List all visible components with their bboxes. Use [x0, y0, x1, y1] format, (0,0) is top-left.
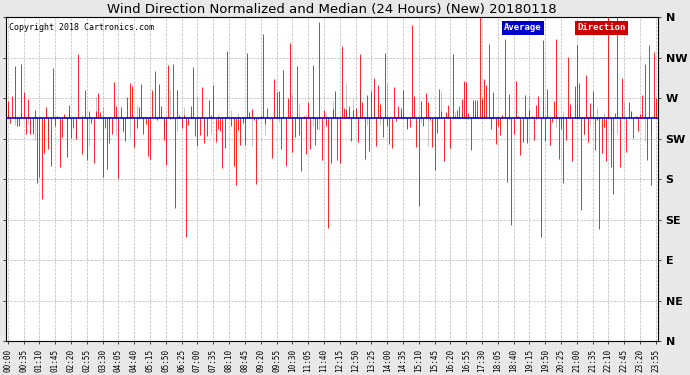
- Text: Average: Average: [504, 23, 542, 32]
- Text: Copyright 2018 Cartronics.com: Copyright 2018 Cartronics.com: [9, 23, 154, 32]
- Text: Direction: Direction: [577, 23, 626, 32]
- Title: Wind Direction Normalized and Median (24 Hours) (New) 20180118: Wind Direction Normalized and Median (24…: [107, 3, 557, 16]
